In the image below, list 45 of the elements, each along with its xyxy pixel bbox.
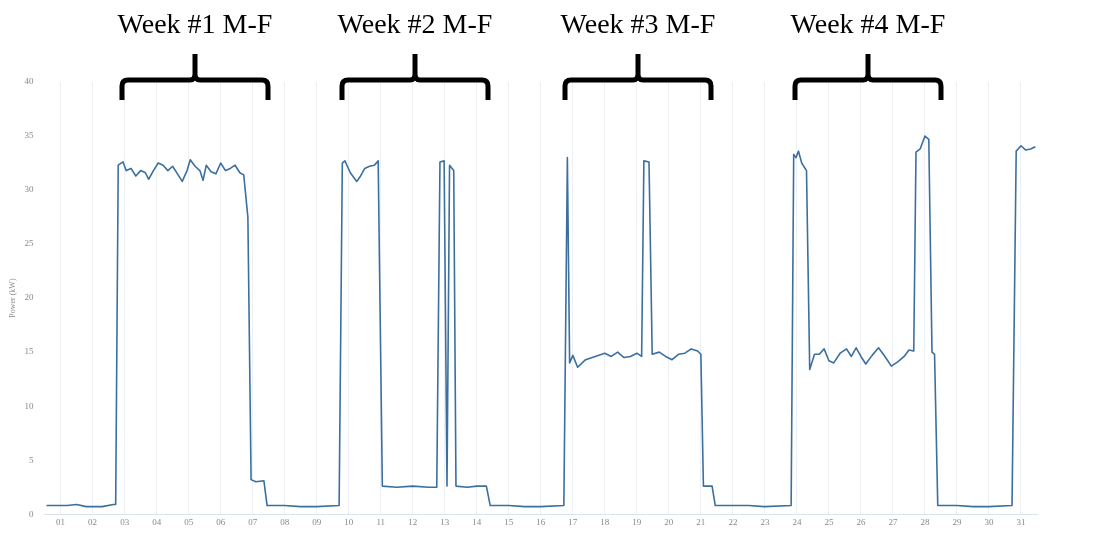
x-tick-label: 25 [824,516,834,527]
x-tick-label: 19 [632,516,642,527]
y-tick-label: 5 [29,454,35,465]
x-tick-label: 23 [760,516,770,527]
text: Week #1 M-F [117,8,273,40]
text: Week #4 M-F [790,8,946,40]
x-tick-label: 30 [984,516,994,527]
text: Week #2 M-F [337,8,493,40]
text: Week #3 M-F [560,8,716,40]
y-tick-label: 35 [24,130,35,141]
x-tick-label: 21 [696,516,706,527]
x-tick-label: 14 [472,516,482,527]
y-tick-label: 20 [24,292,35,303]
x-tick-label: 24 [792,516,802,527]
x-tick-label: 16 [536,516,546,527]
x-tick-label: 02 [88,516,98,527]
y-tick-label: 15 [24,346,35,357]
x-tick-label: 03 [120,516,130,527]
x-tick-label: 22 [728,516,738,527]
x-tick-label: 20 [664,516,674,527]
x-tick-label: 08 [280,516,290,527]
x-tick-label: 11 [376,516,386,527]
y-axis-title: Power (kW) [7,278,17,318]
x-tick-label: 31 [1016,516,1026,527]
x-tick-label: 05 [184,516,194,527]
x-tick-label: 10 [344,516,354,527]
x-tick-label: 13 [440,516,450,527]
x-tick-label: 17 [568,516,578,527]
y-tick-label: 0 [29,508,35,519]
x-tick-label: 18 [600,516,610,527]
x-tick-label: 12 [408,516,418,527]
y-tick-label: 30 [24,184,35,195]
x-tick-label: 15 [504,516,514,527]
x-tick-label: 06 [216,516,226,527]
x-tick-label: 01 [56,516,66,527]
x-tick-label: 29 [952,516,962,527]
x-tick-label: 26 [856,516,866,527]
y-tick-label: 10 [24,400,35,411]
x-tick-label: 07 [248,516,258,527]
y-tick-label: 40 [24,76,35,87]
x-tick-label: 09 [312,516,322,527]
x-tick-label: 04 [152,516,162,527]
x-tick-label: 27 [888,516,898,527]
x-tick-label: 28 [920,516,930,527]
y-tick-label: 25 [24,238,35,249]
